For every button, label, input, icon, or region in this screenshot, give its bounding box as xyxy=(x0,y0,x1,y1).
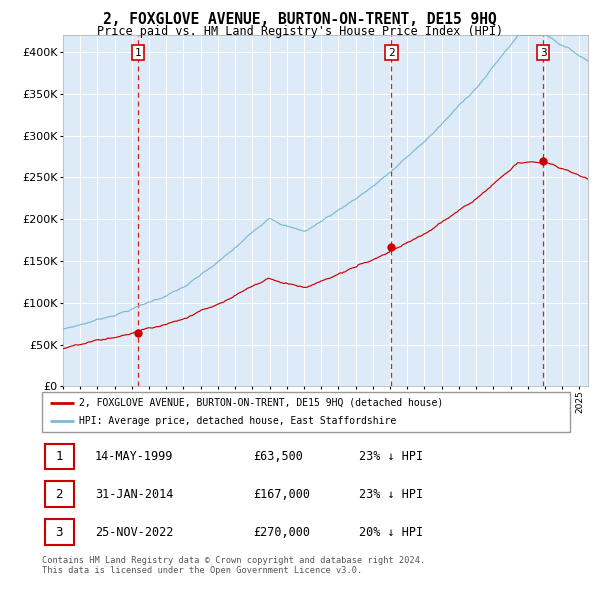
FancyBboxPatch shape xyxy=(44,519,74,545)
Text: 1: 1 xyxy=(135,48,142,58)
Text: 3: 3 xyxy=(55,526,63,539)
Text: This data is licensed under the Open Government Licence v3.0.: This data is licensed under the Open Gov… xyxy=(42,566,362,575)
FancyBboxPatch shape xyxy=(44,481,74,507)
Text: 2, FOXGLOVE AVENUE, BURTON-ON-TRENT, DE15 9HQ: 2, FOXGLOVE AVENUE, BURTON-ON-TRENT, DE1… xyxy=(103,12,497,27)
Text: 2, FOXGLOVE AVENUE, BURTON-ON-TRENT, DE15 9HQ (detached house): 2, FOXGLOVE AVENUE, BURTON-ON-TRENT, DE1… xyxy=(79,398,443,408)
Text: £270,000: £270,000 xyxy=(253,526,310,539)
FancyBboxPatch shape xyxy=(44,444,74,469)
Text: 25-NOV-2022: 25-NOV-2022 xyxy=(95,526,173,539)
FancyBboxPatch shape xyxy=(42,392,570,432)
Text: Contains HM Land Registry data © Crown copyright and database right 2024.: Contains HM Land Registry data © Crown c… xyxy=(42,556,425,565)
Text: 31-JAN-2014: 31-JAN-2014 xyxy=(95,487,173,501)
Text: 1: 1 xyxy=(55,450,63,463)
Text: £167,000: £167,000 xyxy=(253,487,310,501)
Text: 23% ↓ HPI: 23% ↓ HPI xyxy=(359,450,423,463)
Text: 23% ↓ HPI: 23% ↓ HPI xyxy=(359,487,423,501)
Text: HPI: Average price, detached house, East Staffordshire: HPI: Average price, detached house, East… xyxy=(79,416,396,426)
Text: 14-MAY-1999: 14-MAY-1999 xyxy=(95,450,173,463)
Text: Price paid vs. HM Land Registry's House Price Index (HPI): Price paid vs. HM Land Registry's House … xyxy=(97,25,503,38)
Text: £63,500: £63,500 xyxy=(253,450,303,463)
Text: 20% ↓ HPI: 20% ↓ HPI xyxy=(359,526,423,539)
Text: 3: 3 xyxy=(540,48,547,58)
Text: 2: 2 xyxy=(388,48,395,58)
Text: 2: 2 xyxy=(55,487,63,501)
